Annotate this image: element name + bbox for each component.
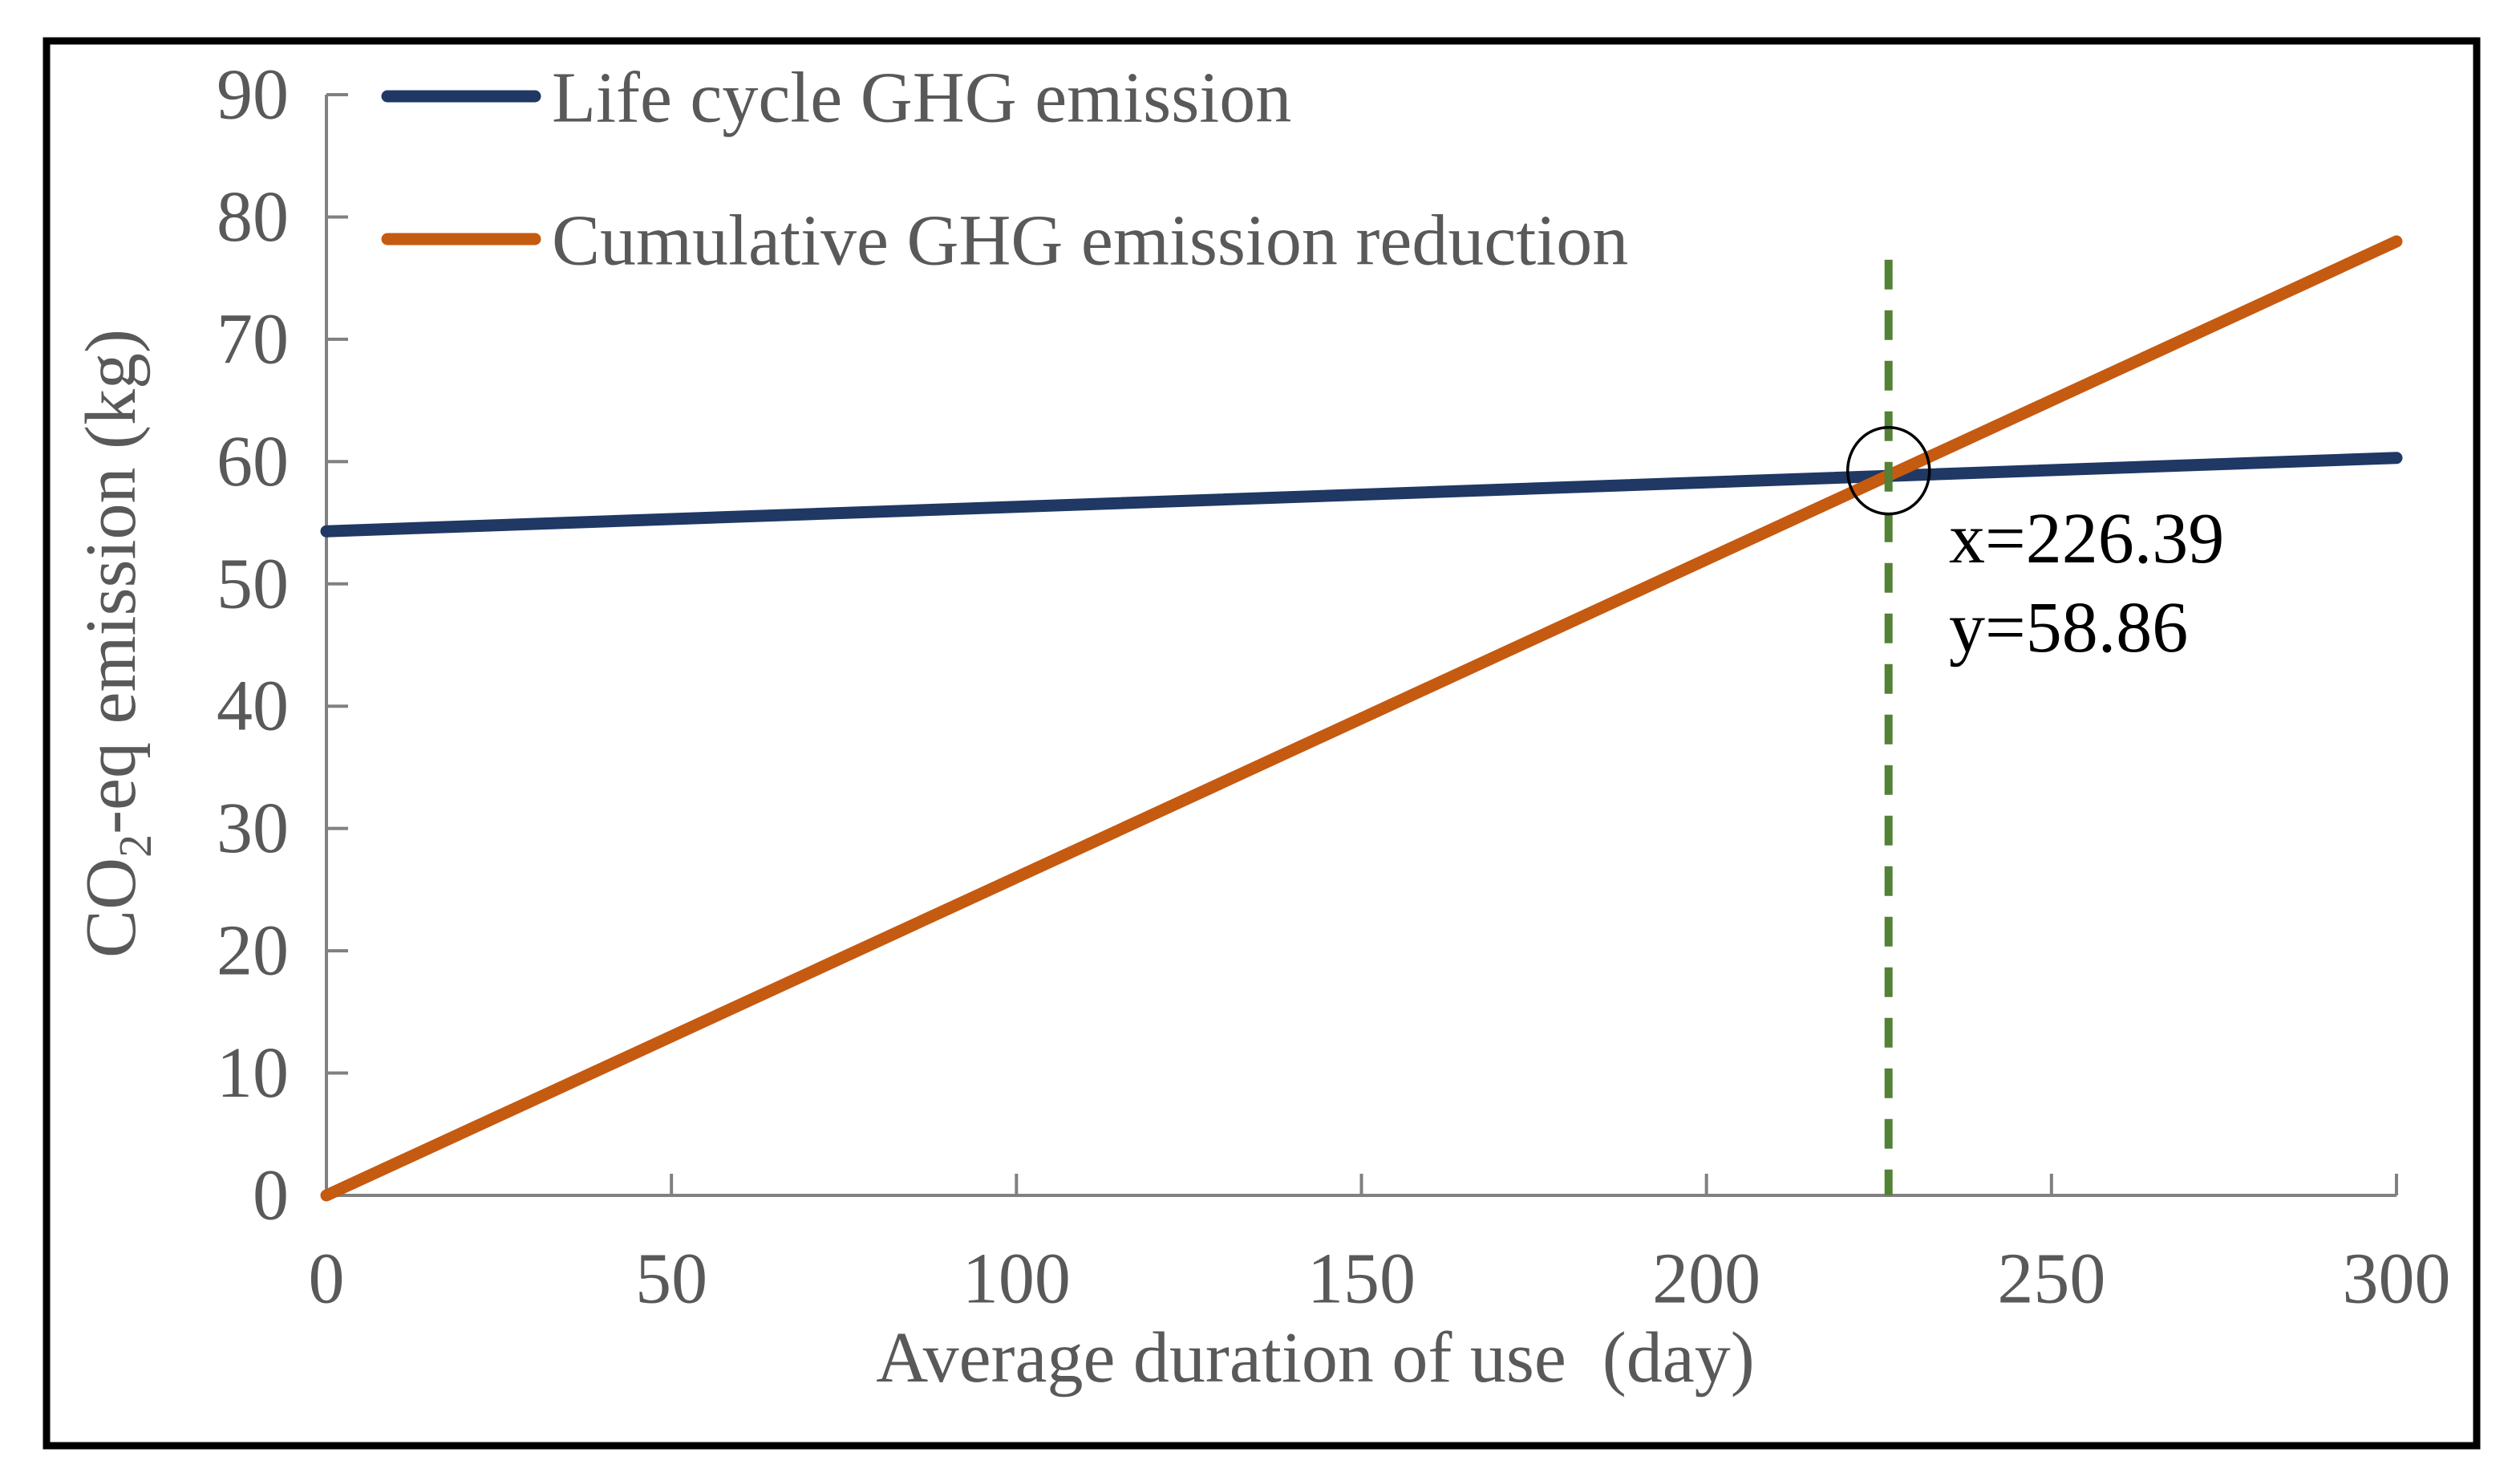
y-tick-label: 0 — [253, 1156, 289, 1236]
x-tick-label: 50 — [635, 1240, 707, 1319]
legend: Life cycle GHG emission Cumulative GHG e… — [381, 59, 1628, 281]
y-tick-label: 30 — [217, 789, 289, 868]
legend-label-cumulative: Cumulative GHG emission reduction — [552, 201, 1628, 281]
x-tick-label: 250 — [1997, 1240, 2105, 1319]
y-tick-label: 40 — [217, 667, 289, 746]
legend-label-life-cycle: Life cycle GHG emission — [552, 59, 1291, 138]
y-axis-title-post: -eq emission (kg) — [71, 329, 151, 834]
intersection-marker-layer — [1845, 259, 1931, 1195]
series-line-1 — [320, 235, 2403, 1202]
y-tick-label: 60 — [217, 422, 289, 501]
y-axis-title-subscript: 2 — [109, 834, 161, 858]
y-tick-label: 10 — [217, 1033, 289, 1113]
x-tick-label: 300 — [2343, 1240, 2451, 1319]
tick-marks — [326, 93, 2398, 1195]
y-tick-label: 20 — [217, 911, 289, 991]
annotation-y-value: y=58.86 — [1949, 588, 2188, 667]
x-tick-label: 100 — [962, 1240, 1071, 1319]
x-tick-label: 0 — [309, 1240, 345, 1319]
y-tick-label: 80 — [217, 177, 289, 257]
x-axis-title: Average duration of use (day) — [876, 1318, 1754, 1398]
series-line-0 — [320, 452, 2403, 538]
annotation-x-value: x=226.39 — [1949, 499, 2224, 578]
y-tick-label: 50 — [217, 544, 289, 623]
tick-labels: 0 50 100 150 200 250 300 0 10 20 30 40 50 60 70 80 90 — [217, 55, 2451, 1319]
y-axis-title: CO2-eq emission (kg) — [71, 329, 161, 958]
y-tick-label: 70 — [217, 299, 289, 379]
intersection-circle-marker — [1845, 425, 1931, 516]
series-lines — [320, 235, 2403, 1202]
y-axis-title-pre: CO — [71, 858, 151, 958]
y-tick-label: 90 — [217, 55, 289, 135]
x-tick-label: 150 — [1307, 1240, 1416, 1319]
x-tick-label: 200 — [1652, 1240, 1760, 1319]
figure-border — [43, 37, 2481, 1450]
